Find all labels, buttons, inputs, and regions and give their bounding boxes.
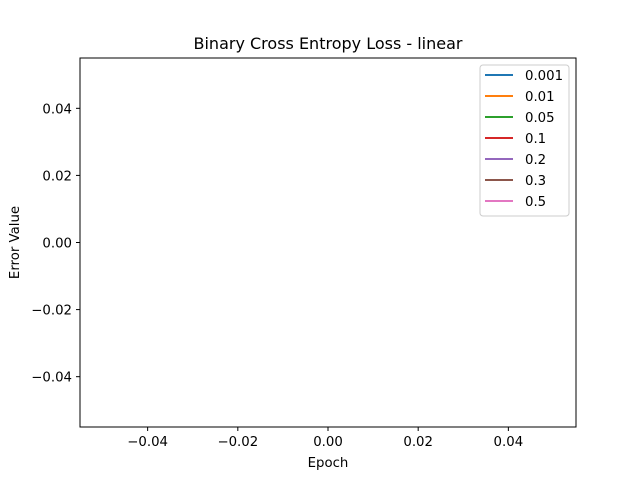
x-tick-label: 0.00 [313, 435, 343, 450]
y-tick-label: −0.04 [31, 371, 72, 386]
x-tick-label: −0.04 [127, 435, 168, 450]
y-axis-label: Error Value [8, 206, 23, 279]
y-tick-label: 0.02 [42, 169, 72, 184]
legend-label: 0.3 [525, 174, 546, 189]
legend-box [479, 64, 570, 217]
legend-label: 0.05 [525, 111, 555, 126]
y-axis-ticks: −0.04 −0.02 0.00 0.02 0.04 [31, 102, 80, 386]
chart-title: Binary Cross Entropy Loss - linear [194, 34, 463, 53]
legend-label: 0.001 [525, 69, 563, 84]
y-tick-label: 0.00 [42, 237, 72, 252]
legend-label: 0.01 [525, 90, 555, 105]
legend-label: 0.1 [525, 132, 546, 147]
x-axis-ticks: −0.04 −0.02 0.00 0.02 0.04 [127, 427, 523, 450]
x-axis-label: Epoch [308, 456, 349, 471]
legend-label: 0.5 [525, 195, 546, 210]
x-tick-label: 0.04 [494, 435, 524, 450]
x-tick-label: 0.02 [403, 435, 433, 450]
x-tick-label: −0.02 [217, 435, 258, 450]
legend-label: 0.2 [525, 153, 546, 168]
y-tick-label: 0.04 [42, 102, 72, 117]
legend: 0.001 0.01 0.05 0.1 0.2 0.3 0.5 [479, 64, 570, 217]
y-tick-label: −0.02 [31, 304, 72, 319]
